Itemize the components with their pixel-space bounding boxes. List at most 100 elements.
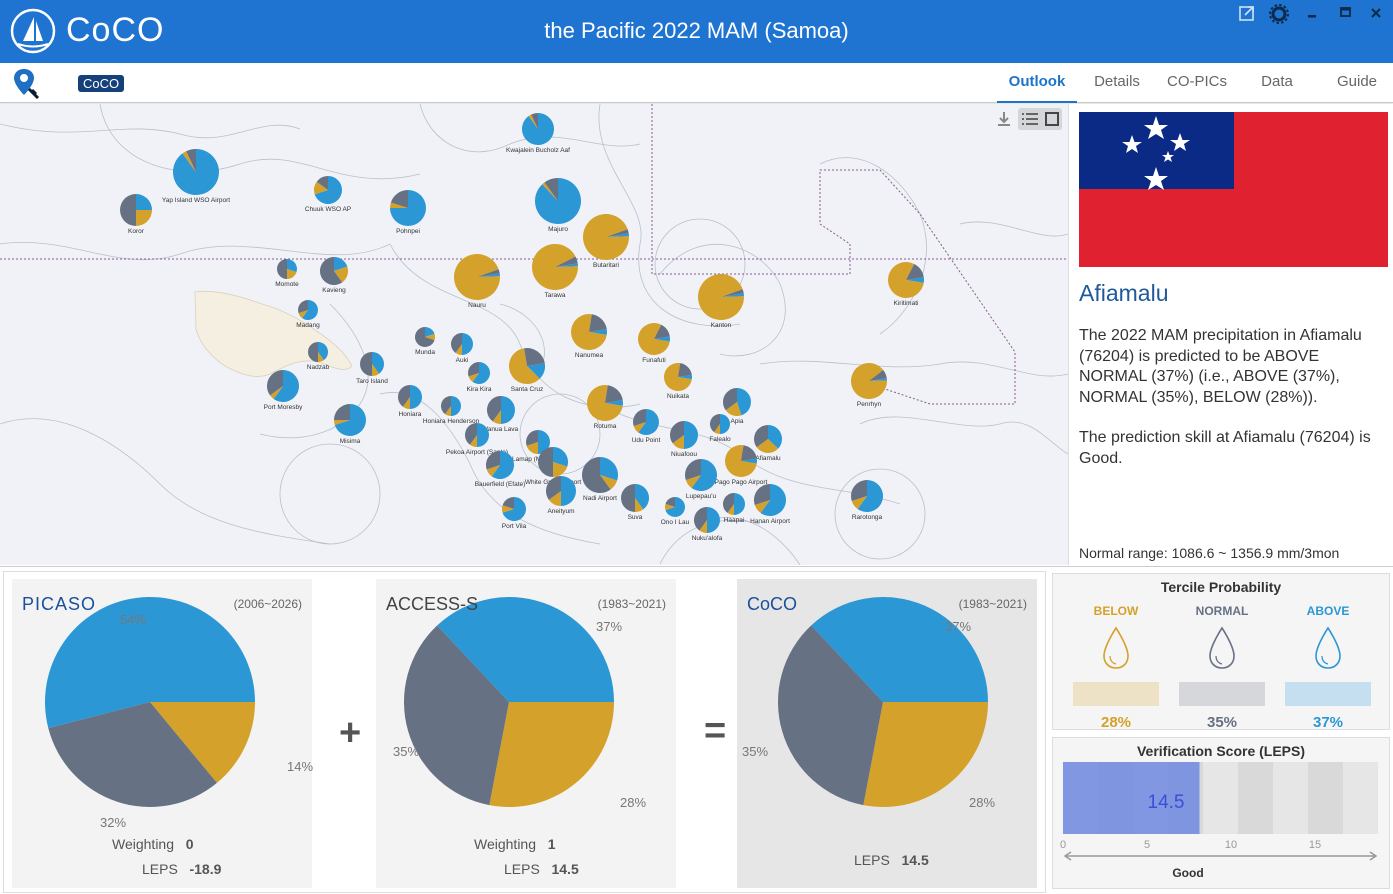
model-card-access-s[interactable]: ACCESS-S (1983~2021) 37% 28% 35% Weighti… — [376, 579, 676, 888]
station-pie[interactable] — [522, 113, 554, 145]
station-pie[interactable] — [535, 178, 582, 224]
tab-outlook[interactable]: Outlook — [997, 63, 1077, 103]
station-normal-slice — [605, 385, 623, 403]
station-pie[interactable] — [308, 342, 328, 362]
station-pie[interactable] — [709, 414, 730, 434]
station-pie[interactable] — [120, 194, 152, 226]
station-pie[interactable] — [277, 259, 297, 279]
view-toggle[interactable] — [1018, 108, 1062, 130]
close-icon[interactable] — [1367, 4, 1385, 22]
station-normal-slice — [685, 459, 701, 480]
station-pie[interactable] — [441, 396, 461, 416]
station-pie[interactable] — [582, 457, 618, 493]
download-icon[interactable] — [994, 109, 1014, 129]
leps-row: LEPS 14.5 — [504, 861, 579, 877]
station-pie[interactable] — [670, 421, 698, 449]
station-pie[interactable] — [451, 333, 473, 355]
station-pie[interactable] — [398, 385, 422, 410]
map-pin-icon[interactable] — [11, 67, 41, 99]
station-pie[interactable] — [172, 149, 219, 195]
station-above-slice — [477, 423, 489, 447]
station-pie[interactable] — [587, 385, 623, 422]
model-below-slice — [863, 702, 988, 807]
station-pie[interactable] — [509, 348, 545, 385]
station-pie[interactable] — [486, 396, 515, 424]
station-pie[interactable] — [621, 484, 650, 512]
score-band — [1203, 762, 1238, 834]
station-pie[interactable] — [334, 404, 366, 436]
station-pie[interactable] — [526, 430, 550, 454]
station-pie[interactable] — [502, 497, 527, 521]
station-below-slice — [571, 314, 607, 350]
station-pie[interactable] — [754, 425, 782, 453]
station-normal-slice — [753, 484, 770, 505]
external-link-icon[interactable] — [1238, 4, 1256, 22]
tercile-bar — [1285, 682, 1371, 706]
maximize-icon[interactable] — [1336, 4, 1354, 22]
station-pie[interactable] — [267, 369, 299, 402]
station-pie[interactable] — [320, 257, 348, 285]
station-pie[interactable] — [887, 262, 924, 298]
station-pie[interactable] — [725, 445, 758, 477]
tab-data[interactable]: Data — [1261, 73, 1293, 90]
station-pie[interactable] — [664, 363, 693, 391]
list-view-icon[interactable] — [1021, 112, 1038, 126]
station-pie[interactable] — [722, 493, 745, 515]
station-pie[interactable] — [486, 451, 514, 479]
station-below-slice — [887, 262, 924, 298]
map-canvas[interactable]: Kwajalein Bucholz Aaf Yap Island WSO Airp… — [0, 104, 1068, 565]
station-pie[interactable] — [851, 480, 884, 512]
station-above-slice — [665, 497, 685, 517]
station-normal-slice — [298, 300, 308, 314]
station-above-slice — [314, 176, 343, 204]
station-pie[interactable] — [453, 254, 500, 300]
station-pie[interactable] — [414, 327, 435, 347]
tab-details[interactable]: Details — [1094, 73, 1140, 90]
station-map[interactable]: Kwajalein Bucholz Aaf Yap Island WSO Airp… — [0, 104, 1068, 565]
station-pie[interactable] — [390, 190, 426, 226]
station-pie[interactable] — [298, 300, 319, 320]
station-above-slice — [318, 342, 328, 361]
settings-gear-icon[interactable] — [1268, 3, 1290, 25]
station-pie[interactable] — [633, 409, 660, 435]
station-normal-slice — [869, 369, 887, 381]
square-view-icon[interactable] — [1044, 112, 1059, 126]
station-pie[interactable] — [694, 507, 720, 533]
equals-operator: = — [704, 710, 727, 752]
station-below-slice — [298, 310, 308, 319]
station-pie[interactable] — [571, 314, 607, 350]
station-above-slice — [372, 352, 384, 374]
station-pie[interactable] — [545, 476, 576, 506]
tab-guide[interactable]: Guide — [1336, 73, 1378, 90]
station-pie[interactable] — [465, 423, 489, 447]
station-pie[interactable] — [583, 214, 629, 261]
station-normal-slice — [722, 493, 734, 513]
station-above-slice — [273, 370, 299, 402]
station-pie[interactable] — [468, 362, 490, 384]
station-pie[interactable] — [850, 362, 887, 399]
station-pie[interactable] — [531, 243, 578, 290]
minimize-icon[interactable] — [1303, 4, 1321, 22]
tab-co-pics[interactable]: CO-PICs — [1167, 73, 1227, 90]
station-above-slice — [734, 493, 745, 515]
coco-badge[interactable]: CoCO — [78, 75, 125, 92]
station-pie[interactable] — [638, 323, 670, 355]
station-pie[interactable] — [314, 176, 343, 204]
verification-title: Verification Score (LEPS) — [1136, 743, 1306, 759]
station-below-slice — [531, 243, 578, 290]
station-pie[interactable] — [360, 352, 384, 376]
station-label: Munda — [415, 349, 435, 356]
station-pie[interactable] — [538, 447, 569, 477]
pct-below: 28% — [620, 795, 647, 810]
model-card-picaso[interactable]: PICASO (2006~2026) 54% 14% 32% Weighting… — [12, 579, 313, 888]
station-pie[interactable] — [698, 273, 744, 320]
station-above-slice — [501, 396, 515, 424]
station-below-slice — [583, 214, 629, 261]
station-pie[interactable] — [723, 388, 752, 416]
station-normal-slice — [723, 388, 737, 411]
double-arrow-axis — [1063, 851, 1378, 861]
station-pie[interactable] — [685, 459, 718, 491]
station-pie[interactable] — [664, 497, 685, 517]
model-card-coco[interactable]: CoCO (1983~2021) 37% 28% 35% LEPS 14.5 — [737, 579, 1037, 888]
station-pie[interactable] — [753, 484, 786, 516]
